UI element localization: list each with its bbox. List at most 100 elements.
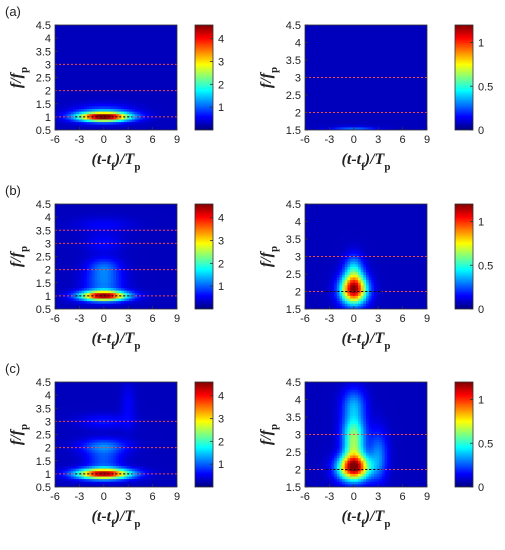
heatmap-cell: [166, 222, 170, 226]
heatmap-cell: [142, 256, 146, 260]
heatmap-cell: [89, 109, 93, 113]
heatmap-cell: [342, 124, 346, 128]
heatmap-cell: [84, 90, 88, 94]
heatmap-cell: [131, 106, 135, 110]
heatmap-cell: [312, 116, 317, 120]
heatmap-cell: [123, 214, 128, 218]
heatmap-cell: [307, 95, 311, 99]
heatmap-cell: [86, 38, 90, 42]
heatmap-cell: [108, 27, 112, 31]
heatmap-cell: [397, 103, 401, 107]
heatmap-cell: [158, 74, 162, 78]
heatmap-cell: [419, 59, 423, 63]
heatmap-cell: [408, 48, 412, 52]
heatmap-cell: [55, 72, 59, 76]
heatmap-cell: [57, 114, 61, 118]
heatmap-cell: [166, 127, 170, 130]
heatmap-cell: [310, 32, 314, 36]
heatmap-cell: [405, 51, 409, 55]
heatmap-cell: [350, 109, 354, 113]
heatmap-cell: [84, 253, 88, 257]
heatmap-cell: [360, 109, 364, 113]
heatmap-cell: [78, 95, 82, 99]
heatmap-cell: [166, 27, 170, 31]
heatmap-cell: [424, 93, 427, 97]
heatmap-cell: [150, 25, 154, 29]
heatmap-cell: [86, 253, 90, 257]
heatmap-cell: [100, 43, 104, 47]
heatmap-cell: [94, 204, 98, 208]
heatmap-cell: [116, 85, 120, 89]
heatmap-cell: [161, 61, 165, 65]
heatmap-cell: [78, 272, 82, 276]
heatmap-cell: [113, 35, 117, 39]
heatmap-cell: [371, 80, 375, 84]
heatmap-cell: [373, 85, 378, 89]
heatmap-cell: [145, 124, 149, 128]
heatmap-cell: [123, 56, 128, 60]
heatmap-cell: [134, 59, 138, 63]
heatmap-cell: [131, 225, 135, 229]
heatmap-cell: [305, 35, 309, 39]
heatmap-cell: [424, 90, 427, 94]
heatmap-cell: [108, 256, 112, 260]
heatmap-cell: [344, 85, 348, 89]
heatmap-cell: [384, 53, 388, 57]
heatmap-cell: [92, 106, 96, 110]
heatmap-cell: [145, 40, 149, 44]
heatmap-cell: [373, 93, 378, 97]
heatmap-cell: [400, 25, 404, 29]
heatmap-cell: [413, 116, 417, 120]
heatmap-cell: [155, 56, 159, 60]
heatmap-cell: [89, 204, 93, 208]
heatmap-cell: [310, 27, 314, 31]
heatmap-cell: [360, 103, 364, 107]
heatmap-cell: [389, 74, 393, 78]
heatmap-cell: [73, 69, 77, 73]
heatmap-cell: [139, 56, 143, 60]
heatmap-cell: [155, 219, 159, 223]
heatmap-cell: [116, 93, 120, 97]
heatmap-cell: [169, 30, 173, 34]
heatmap-cell: [169, 111, 173, 115]
heatmap-cell: [334, 103, 338, 107]
heatmap-cell: [65, 43, 69, 47]
heatmap-cell: [100, 98, 104, 102]
heatmap-cell: [62, 261, 67, 265]
heatmap-cell: [169, 219, 173, 223]
heatmap-cell: [150, 98, 154, 102]
heatmap-cell: [73, 116, 77, 120]
heatmap-cell: [323, 46, 327, 50]
heatmap-cell: [336, 98, 340, 102]
heatmap-cell: [57, 251, 61, 255]
heatmap-cell: [363, 109, 367, 113]
heatmap-cell: [381, 85, 385, 89]
heatmap-cell: [94, 232, 98, 236]
heatmap-cell: [352, 56, 356, 60]
heatmap-cell: [323, 56, 327, 60]
heatmap-cell: [336, 119, 340, 123]
heatmap-cell: [126, 264, 130, 268]
heatmap-cell: [108, 238, 112, 242]
heatmap-cell: [55, 127, 59, 130]
heatmap-cell: [323, 61, 327, 65]
heatmap-a-left: [55, 25, 177, 130]
heatmap-cell: [171, 264, 175, 268]
heatmap-cell: [89, 74, 93, 78]
heatmap-cell: [84, 40, 88, 44]
heatmap-cell: [100, 64, 104, 68]
heatmap-cell: [347, 116, 351, 120]
heatmap-cell: [334, 95, 338, 99]
heatmap-cell: [358, 25, 362, 29]
heatmap-cell: [395, 74, 399, 78]
heatmap-cell: [89, 219, 93, 223]
heatmap-cell: [55, 53, 59, 57]
heatmap-cell: [373, 64, 378, 68]
heatmap-cell: [57, 35, 61, 39]
heatmap-cell: [97, 251, 101, 255]
heatmap-cell: [305, 124, 309, 128]
heatmap-cell: [142, 51, 146, 55]
heatmap-cell: [381, 43, 385, 47]
heatmap-cell: [145, 253, 149, 257]
heatmap-cell: [94, 43, 98, 47]
